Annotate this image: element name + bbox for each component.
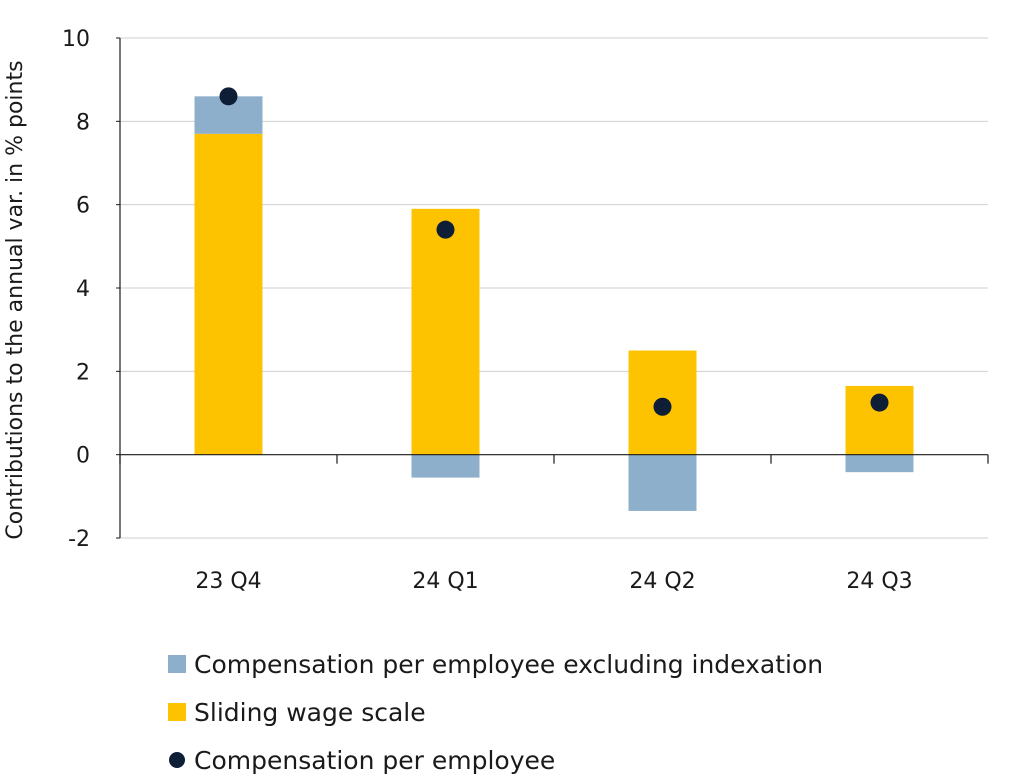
y-tick-label: 0 xyxy=(76,444,90,469)
bars xyxy=(194,96,914,511)
legend-swatch-excl-indexation xyxy=(168,655,186,673)
y-tick-label: -2 xyxy=(68,527,90,552)
point xyxy=(870,393,889,412)
tick-labels: 10 8 6 4 2 0 -2 23 Q4 24 Q1 24 Q2 24 Q3 xyxy=(62,27,913,594)
legend-marker-compensation xyxy=(169,752,185,768)
points xyxy=(219,87,889,416)
legend-item-sliding-wage: Sliding wage scale xyxy=(168,688,823,736)
legend-label-sliding-wage: Sliding wage scale xyxy=(194,697,426,727)
y-tick-label: 6 xyxy=(76,194,90,219)
y-tick-label: 2 xyxy=(76,360,90,385)
point xyxy=(219,87,238,106)
legend-label-compensation: Compensation per employee xyxy=(194,745,556,775)
axes xyxy=(116,37,989,539)
y-tick-label: 4 xyxy=(76,277,90,302)
point xyxy=(436,220,455,239)
y-tick-label: 10 xyxy=(62,27,90,52)
legend-label-excl-indexation: Compensation per employee excluding inde… xyxy=(194,649,824,679)
bar xyxy=(194,133,263,455)
legend-item-excl-indexation: Compensation per employee excluding inde… xyxy=(168,640,823,688)
x-tick-label: 23 Q4 xyxy=(195,569,261,594)
bar xyxy=(628,454,697,511)
y-axis-label: Contributions to the annual var. in % po… xyxy=(3,60,28,539)
chart: 10 8 6 4 2 0 -2 23 Q4 24 Q1 24 Q2 24 Q3 Contributi… xyxy=(3,27,989,594)
legend-swatch-sliding-wage xyxy=(168,703,186,721)
legend: Compensation per employee excluding inde… xyxy=(168,640,823,784)
bar xyxy=(411,208,480,455)
point xyxy=(653,397,672,416)
x-tick-label: 24 Q1 xyxy=(412,569,478,594)
bar xyxy=(845,454,914,473)
bar xyxy=(411,454,480,478)
grid-lines xyxy=(120,37,988,539)
x-tick-label: 24 Q3 xyxy=(846,569,912,594)
x-tick-label: 24 Q2 xyxy=(629,569,695,594)
legend-item-compensation: Compensation per employee xyxy=(168,736,823,784)
y-tick-label: 8 xyxy=(76,110,90,135)
